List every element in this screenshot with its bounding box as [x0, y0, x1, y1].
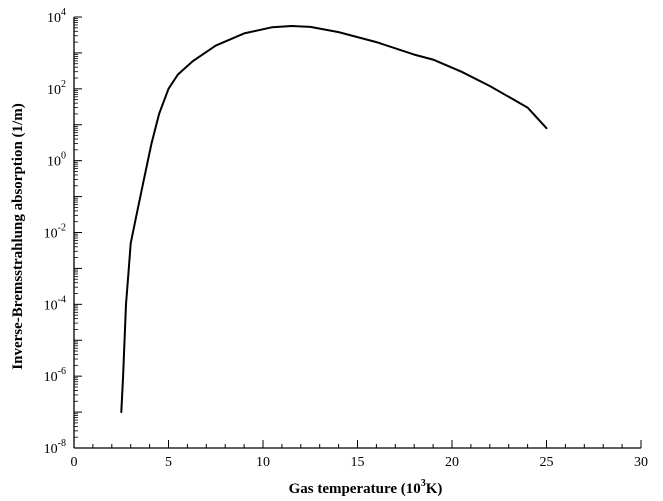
y-tick-label: 10-8: [44, 438, 66, 457]
plot-area: [120, 25, 548, 414]
y-tick-exponent: 0: [61, 151, 66, 162]
x-tick-label: 0: [71, 455, 78, 470]
x-axis-ticks: 0 5 10 15 20 25 30: [71, 440, 648, 470]
y-tick-label: 102: [47, 79, 66, 98]
x-tick-label: 10: [256, 455, 270, 470]
y-tick-exponent: -6: [58, 366, 66, 377]
x-tick-label: 30: [634, 455, 648, 470]
y-tick-exponent: -8: [58, 438, 66, 449]
x-tick-label: 25: [540, 455, 554, 470]
y-tick-label: 104: [47, 7, 66, 26]
x-axis-label-main: Gas temperature (10: [289, 481, 421, 497]
x-tick-label: 15: [351, 455, 365, 470]
x-axis-label-sup: 3: [421, 478, 426, 489]
x-axis-label: Gas temperature (103K): [289, 478, 443, 497]
y-tick-exponent: 4: [61, 7, 66, 18]
y-tick-exponent: -4: [58, 294, 66, 305]
axes: [73, 17, 641, 449]
y-tick-base: 10: [47, 11, 61, 26]
y-axis-label: Inverse-Bremsstrahlung absorption (1/m): [10, 103, 26, 369]
y-tick-exponent: -2: [58, 223, 66, 234]
y-tick-label: 10-2: [44, 223, 66, 242]
y-tick-base: 10: [44, 442, 58, 457]
y-tick-base: 10: [44, 298, 58, 313]
absorption-curve: [120, 25, 548, 414]
x-axis-label-tail: K): [426, 481, 443, 497]
y-tick-label: 100: [47, 151, 66, 170]
y-tick-label: 10-4: [44, 294, 66, 313]
y-tick-base: 10: [47, 155, 61, 170]
y-tick-base: 10: [47, 83, 61, 98]
y-tick-label: 10-6: [44, 366, 66, 385]
x-tick-label: 5: [165, 455, 172, 470]
x-tick-label: 20: [445, 455, 459, 470]
y-tick-base: 10: [44, 227, 58, 242]
y-tick-base: 10: [44, 370, 58, 385]
y-tick-exponent: 2: [61, 79, 66, 90]
